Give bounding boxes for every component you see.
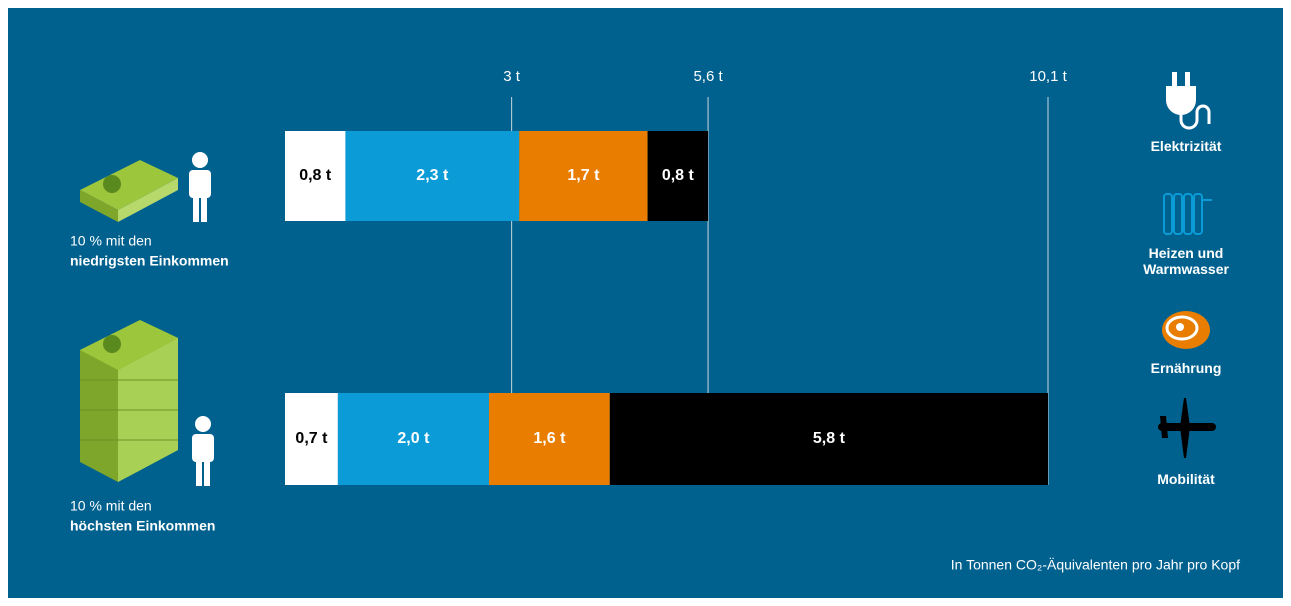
person-icon [189,152,211,222]
radiator-icon [1163,193,1212,235]
category-label: 10 % mit den [70,233,152,249]
bar-segment [285,131,346,221]
plane-icon [1158,398,1216,458]
x-tick-label: 10,1 t [1029,68,1067,85]
category-label: 10 % mit den [70,498,152,514]
money-stack-icon [80,320,178,482]
x-tick-label: 5,6 t [693,68,723,85]
money-icon [80,160,178,222]
category-label: niedrigsten Einkommen [70,253,229,269]
person-icon [192,416,214,486]
panel [8,8,1283,598]
bar-segment [609,393,1048,485]
category-label: höchsten Einkommen [70,518,215,534]
bar-segment [337,393,489,485]
legend-label: Heizen und Warmwasser [1143,245,1229,277]
bar-segment [345,131,520,221]
value-label: 0,8 t [662,167,695,184]
note: In Tonnen CO₂-Äquivalenten pro Jahr pro … [951,557,1240,573]
x-tick-label: 3 t [503,68,521,85]
steak-icon [1162,311,1210,349]
legend-label: Mobilität [1157,471,1215,487]
value-label: 1,6 t [533,430,566,447]
value-label: 1,7 t [567,167,600,184]
value-label: 2,0 t [397,430,430,447]
bar-segment [488,393,610,485]
value-label: 5,8 t [813,430,846,447]
value-label: 0,7 t [295,430,328,447]
legend-label: Ernährung [1150,360,1222,376]
bar-segment [647,131,709,221]
plug-icon [1166,72,1211,130]
bar-segment [519,131,648,221]
value-label: 2,3 t [416,167,449,184]
value-label: 0,8 t [299,167,332,184]
legend-label: Elektrizität [1150,138,1222,154]
bar-segment [285,393,338,485]
